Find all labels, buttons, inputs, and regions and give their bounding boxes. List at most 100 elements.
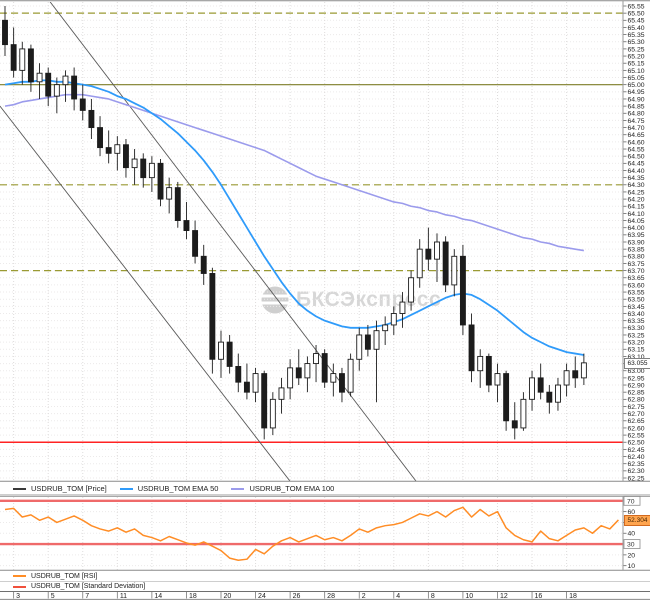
svg-text:64.30: 64.30 (628, 182, 645, 189)
svg-text:10: 10 (628, 563, 636, 570)
svg-text:63.80: 63.80 (628, 254, 645, 261)
legend-label-ema100: USDRUB_TOM EMA 100 (249, 484, 335, 493)
svg-text:7: 7 (85, 593, 89, 600)
trendlines (0, 2, 417, 481)
svg-text:63.15: 63.15 (628, 347, 645, 354)
svg-text:63.90: 63.90 (628, 239, 645, 246)
svg-text:12: 12 (500, 593, 508, 600)
svg-text:64.10: 64.10 (628, 211, 645, 218)
svg-text:64.20: 64.20 (628, 196, 645, 203)
svg-text:63.40: 63.40 (628, 311, 645, 318)
svg-text:65.05: 65.05 (628, 75, 645, 82)
svg-text:65.10: 65.10 (628, 68, 645, 75)
svg-text:62.70: 62.70 (628, 411, 645, 418)
svg-text:24: 24 (258, 593, 266, 600)
svg-text:62.45: 62.45 (628, 447, 645, 454)
svg-text:2: 2 (362, 593, 366, 600)
svg-text:63.30: 63.30 (628, 325, 645, 332)
svg-text:18: 18 (189, 593, 197, 600)
svg-text:14: 14 (154, 593, 162, 600)
svg-text:65.30: 65.30 (628, 39, 645, 46)
svg-text:64.45: 64.45 (628, 161, 645, 168)
legend-item-ema100[interactable]: USDRUB_TOM EMA 100 (231, 484, 334, 493)
legend-label-stddev: USDRUB_TOM [Standard Deviation] (31, 583, 146, 590)
svg-text:64.80: 64.80 (628, 111, 645, 118)
current-price-box: 63.055 (624, 358, 650, 370)
svg-text:65.25: 65.25 (628, 46, 645, 53)
svg-text:62.65: 62.65 (628, 418, 645, 425)
svg-text:16: 16 (535, 593, 543, 600)
legend-price-panel: USDRUB_TOM [Price] USDRUB_TOM EMA 50 USD… (0, 483, 650, 494)
ema100-line-marker-icon (231, 487, 245, 490)
svg-text:65.45: 65.45 (628, 18, 645, 25)
svg-text:64.35: 64.35 (628, 175, 645, 182)
price-levels (0, 12, 623, 443)
svg-text:64.75: 64.75 (628, 118, 645, 125)
svg-text:11: 11 (120, 593, 127, 600)
svg-text:63.95: 63.95 (628, 232, 645, 239)
svg-text:63.10: 63.10 (628, 354, 645, 361)
svg-text:5: 5 (51, 593, 55, 600)
svg-text:26: 26 (293, 593, 301, 600)
x-axis: 3 5 7 11 14 18 20 24 26 28 2 4 8 10 12 16 18 (13, 592, 577, 600)
candlestick-series (2, 6, 587, 440)
price-axis: 65.5565.5065.4565.4065.3565.3065.2565.20… (623, 3, 645, 482)
svg-text:63.85: 63.85 (628, 247, 645, 254)
svg-text:64.85: 64.85 (628, 104, 645, 111)
svg-text:64.60: 64.60 (628, 139, 645, 146)
rsi-line (4, 506, 619, 562)
svg-text:18: 18 (569, 593, 577, 600)
svg-text:62.30: 62.30 (628, 468, 645, 475)
ema50-line (4, 79, 585, 356)
svg-text:63.55: 63.55 (628, 289, 645, 296)
svg-text:63.65: 63.65 (628, 275, 645, 282)
svg-text:62.85: 62.85 (628, 390, 645, 397)
svg-text:63.20: 63.20 (628, 340, 645, 347)
legend-label-ema50: USDRUB_TOM EMA 50 (137, 484, 219, 493)
legend-item-stddev[interactable]: USDRUB_TOM [Standard Deviation] (13, 583, 145, 590)
svg-text:64.95: 64.95 (628, 89, 645, 96)
svg-text:28: 28 (327, 593, 335, 600)
svg-text:62.75: 62.75 (628, 404, 645, 411)
svg-text:70: 70 (627, 498, 635, 505)
rsi-line-marker-icon (13, 575, 26, 577)
svg-text:63.45: 63.45 (628, 304, 645, 311)
svg-text:64.00: 64.00 (628, 225, 645, 232)
svg-text:10: 10 (465, 593, 473, 600)
svg-text:63.35: 63.35 (628, 318, 645, 325)
svg-text:62.95: 62.95 (628, 375, 645, 382)
svg-text:20: 20 (628, 552, 636, 559)
svg-text:64.40: 64.40 (628, 168, 645, 175)
svg-text:62.60: 62.60 (628, 425, 645, 432)
svg-text:64.90: 64.90 (628, 96, 645, 103)
rsi-axis: 10203040506070 (623, 495, 641, 570)
svg-text:63.25: 63.25 (628, 332, 645, 339)
legend-item-rsi[interactable]: USDRUB_TOM [RSI] (13, 573, 97, 580)
rsi-grid (0, 500, 623, 567)
legend-item-ema50[interactable]: USDRUB_TOM EMA 50 (119, 484, 219, 493)
svg-text:3: 3 (16, 593, 20, 600)
svg-text:20: 20 (224, 593, 232, 600)
svg-text:40: 40 (628, 531, 636, 538)
svg-text:30: 30 (627, 542, 635, 549)
svg-text:65.40: 65.40 (628, 25, 645, 32)
svg-text:64.05: 64.05 (628, 218, 645, 225)
rsi-levels (0, 499, 623, 546)
svg-text:64.50: 64.50 (628, 154, 645, 161)
rsi-value-box: 52.304 (624, 515, 650, 527)
legend-item-price[interactable]: USDRUB_TOM [Price] (13, 484, 107, 493)
ema50-line-marker-icon (119, 487, 133, 490)
legend-stddev-panel: USDRUB_TOM [Standard Deviation] (0, 582, 650, 591)
svg-text:8: 8 (431, 593, 435, 600)
svg-text:65.55: 65.55 (628, 3, 645, 10)
svg-text:64.70: 64.70 (628, 125, 645, 132)
svg-text:63.70: 63.70 (628, 268, 645, 275)
svg-text:63.50: 63.50 (628, 297, 645, 304)
svg-text:62.40: 62.40 (628, 454, 645, 461)
svg-text:63.60: 63.60 (628, 282, 645, 289)
price-series (2, 6, 587, 440)
svg-text:64.25: 64.25 (628, 189, 645, 196)
